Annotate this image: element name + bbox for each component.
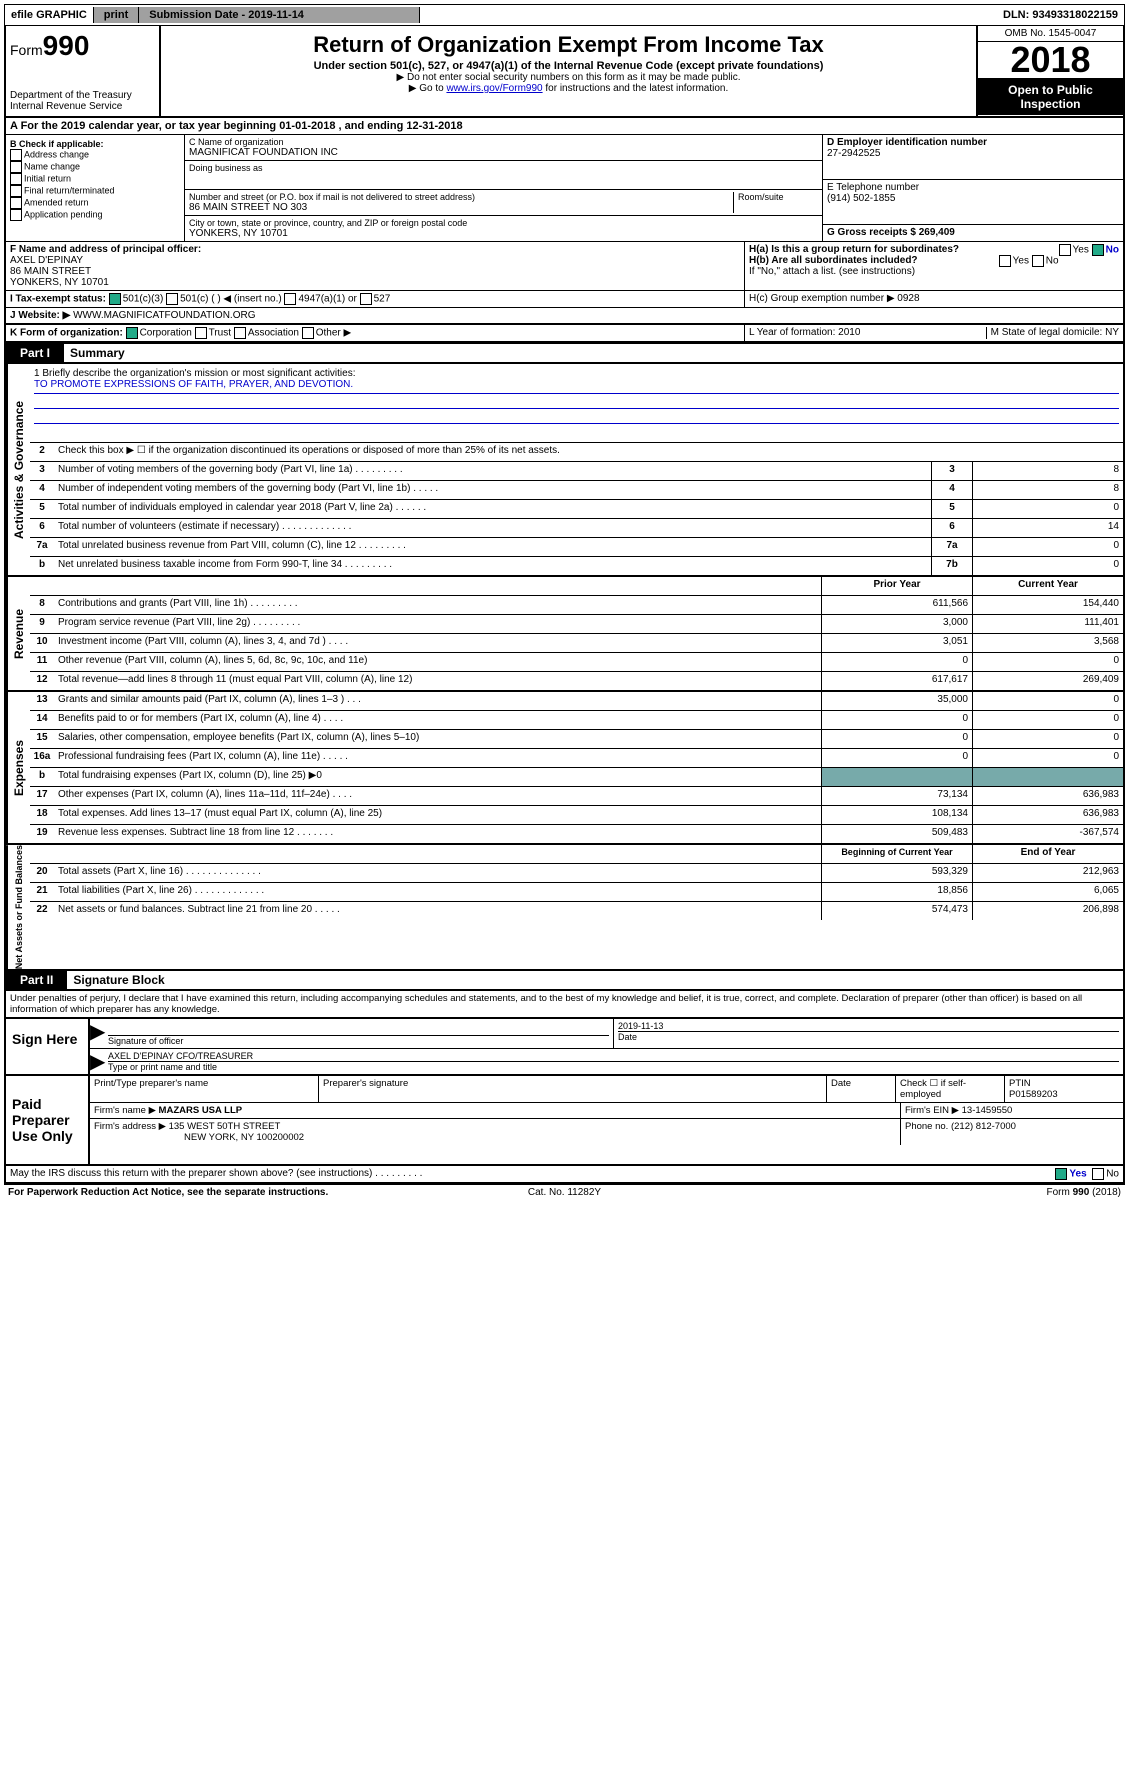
part2-hdr: Part II <box>6 971 67 989</box>
hb-note: If "No," attach a list. (see instruction… <box>749 266 1119 277</box>
website-label: J Website: ▶ <box>10 310 70 321</box>
irs-link[interactable]: www.irs.gov/Form990 <box>446 83 542 94</box>
end-year-hdr: End of Year <box>972 845 1123 863</box>
submission-date: Submission Date - 2019-11-14 <box>139 7 420 23</box>
col-b-checkboxes: B Check if applicable: Address change Na… <box>6 135 185 241</box>
ptin-label: PTIN <box>1009 1078 1119 1089</box>
sig-name: AXEL D'EPINAY CFO/TREASURER <box>108 1051 1119 1061</box>
sig-officer-label: Signature of officer <box>108 1035 609 1046</box>
website-url: WWW.MAGNIFICATFOUNDATION.ORG <box>73 310 255 321</box>
hc-label: H(c) Group exemption number ▶ 0928 <box>744 291 1123 307</box>
dba-label: Doing business as <box>189 163 818 173</box>
discuss-q: May the IRS discuss this return with the… <box>10 1168 1055 1180</box>
block-bcdeg: B Check if applicable: Address change Na… <box>4 135 1125 242</box>
efile-label: efile GRAPHIC <box>5 7 94 23</box>
officer-name: AXEL D'EPINAY <box>10 255 83 266</box>
subtitle-2: ▶ Do not enter social security numbers o… <box>165 72 972 83</box>
part2-title: Signature Block <box>73 973 164 987</box>
subtitle-3: ▶ Go to www.irs.gov/Form990 for instruct… <box>165 83 972 94</box>
hb-label: H(b) Are all subordinates included? <box>749 255 918 266</box>
officer-addr1: 86 MAIN STREET <box>10 266 91 277</box>
mission-answer: TO PROMOTE EXPRESSIONS OF FAITH, PRAYER,… <box>34 379 1119 394</box>
line-a: A For the 2019 calendar year, or tax yea… <box>4 118 1125 135</box>
form-number: Form990 <box>10 30 155 62</box>
perjury-text: Under penalties of perjury, I declare th… <box>4 991 1125 1019</box>
ein-label: D Employer identification number <box>827 137 987 148</box>
ha-label: H(a) Is this a group return for subordin… <box>749 244 959 255</box>
dln: DLN: 93493318022159 <box>997 7 1124 23</box>
vtab-revenue: Revenue <box>6 577 30 690</box>
dept-treasury: Department of the Treasury <box>10 90 155 101</box>
paid-preparer-block: PaidPreparerUse Only Print/Type preparer… <box>4 1076 1125 1166</box>
firm-phone: (212) 812-7000 <box>951 1121 1016 1132</box>
ein-value: 27-2942525 <box>827 148 880 159</box>
firm-addr2: NEW YORK, NY 100200002 <box>184 1132 304 1143</box>
sig-name-label: Type or print name and title <box>108 1061 1119 1072</box>
form-org-label: K Form of organization: <box>10 328 123 339</box>
tax-exempt-label: I Tax-exempt status: <box>10 294 106 305</box>
state-domicile: M State of legal domicile: NY <box>986 327 1119 339</box>
street-addr: 86 MAIN STREET NO 303 <box>189 202 733 213</box>
ptin-value: P01589203 <box>1009 1089 1119 1100</box>
year-formation: L Year of formation: 2010 <box>749 327 986 339</box>
sig-date-label: Date <box>618 1031 1119 1042</box>
part1-hdr: Part I <box>6 344 64 362</box>
sign-here-block: Sign Here ▶ Signature of officer 2019-11… <box>4 1019 1125 1076</box>
city-label: City or town, state or province, country… <box>189 218 818 228</box>
prep-date-hdr: Date <box>827 1076 896 1102</box>
form-header: Form990 Department of the Treasury Inter… <box>4 26 1125 118</box>
org-name: MAGNIFICAT FOUNDATION INC <box>189 147 818 158</box>
paperwork-notice: For Paperwork Reduction Act Notice, see … <box>8 1187 379 1198</box>
vtab-netassets: Net Assets or Fund Balances <box>6 845 30 969</box>
firm-ein: 13-1459550 <box>962 1105 1013 1116</box>
subtitle-1: Under section 501(c), 527, or 4947(a)(1)… <box>165 60 972 72</box>
mission-q: 1 Briefly describe the organization's mi… <box>34 368 1119 379</box>
begin-year-hdr: Beginning of Current Year <box>821 845 972 863</box>
sign-here-label: Sign Here <box>6 1019 90 1074</box>
city-state-zip: YONKERS, NY 10701 <box>189 228 818 239</box>
top-bar: efile GRAPHIC print Submission Date - 20… <box>4 4 1125 26</box>
part1-title: Summary <box>70 346 125 360</box>
form-title: Return of Organization Exempt From Incom… <box>165 32 972 58</box>
org-name-label: C Name of organization <box>189 137 818 147</box>
tax-year: 2018 <box>978 42 1123 78</box>
print-button[interactable]: print <box>94 7 139 23</box>
officer-addr2: YONKERS, NY 10701 <box>10 277 109 288</box>
self-employed: Check ☐ if self-employed <box>896 1076 1005 1102</box>
cat-no: Cat. No. 11282Y <box>379 1187 750 1198</box>
firm-name: MAZARS USA LLP <box>159 1105 243 1116</box>
vtab-expenses: Expenses <box>6 692 30 843</box>
phone-value: (914) 502-1855 <box>827 193 895 204</box>
prep-sig-hdr: Preparer's signature <box>319 1076 827 1102</box>
room-suite-label: Room/suite <box>733 192 818 213</box>
officer-label: F Name and address of principal officer: <box>10 244 201 255</box>
street-label: Number and street (or P.O. box if mail i… <box>189 192 733 202</box>
firm-addr1: 135 WEST 50TH STREET <box>169 1121 281 1132</box>
form-footer: Form 990 (2018) <box>750 1187 1121 1198</box>
vtab-governance: Activities & Governance <box>6 364 30 575</box>
sig-date: 2019-11-13 <box>618 1021 1119 1031</box>
irs-label: Internal Revenue Service <box>10 101 155 112</box>
current-year-hdr: Current Year <box>972 577 1123 595</box>
open-to-public: Open to PublicInspection <box>978 78 1123 115</box>
prep-name-hdr: Print/Type preparer's name <box>90 1076 319 1102</box>
phone-label: E Telephone number <box>827 182 919 193</box>
prior-year-hdr: Prior Year <box>821 577 972 595</box>
gross-receipts: G Gross receipts $ 269,409 <box>827 227 955 238</box>
